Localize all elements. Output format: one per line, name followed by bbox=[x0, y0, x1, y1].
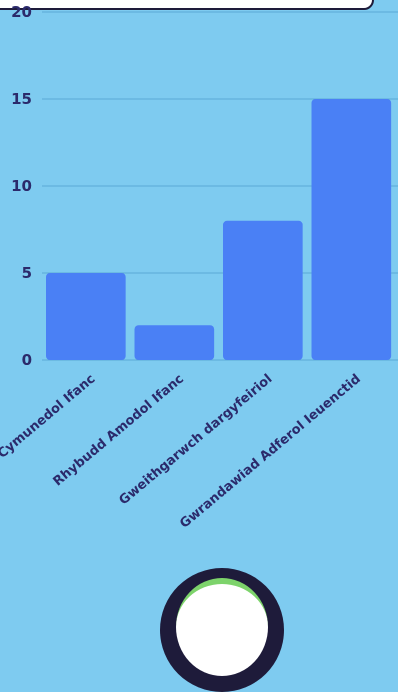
y-tick-label: 10 bbox=[11, 177, 32, 195]
bar bbox=[134, 325, 215, 360]
y-tick-label: 5 bbox=[22, 264, 32, 282]
round-badge-inner bbox=[176, 578, 268, 676]
y-tick-label: 15 bbox=[11, 90, 32, 108]
bars bbox=[46, 99, 392, 360]
bar bbox=[311, 99, 392, 360]
x-tick-label: Gwrandawiad Adferol Ieuenctid bbox=[177, 372, 364, 532]
y-tick-label: 0 bbox=[22, 351, 32, 369]
bar bbox=[46, 273, 126, 360]
x-tick-label: Gweithgarwch dargyfeiriol bbox=[116, 372, 275, 509]
round-badge bbox=[160, 568, 284, 692]
x-tick-label: Cymunedol Ifanc bbox=[0, 372, 98, 462]
bar bbox=[223, 220, 303, 360]
y-tick-label: 20 bbox=[11, 3, 32, 21]
y-axis-ticks: 0 5 10 15 20 bbox=[11, 3, 32, 369]
